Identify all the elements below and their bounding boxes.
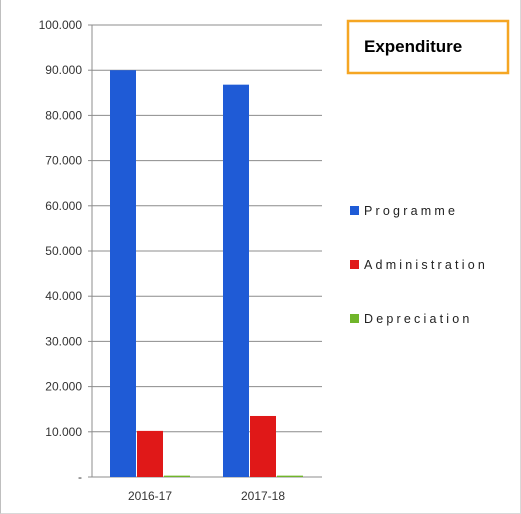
legend: Programme Administration Depreciation — [350, 204, 488, 326]
legend-swatch-depreciation — [350, 314, 359, 323]
chart-title-box: Expenditure — [346, 19, 510, 75]
x-tick-label-2016-17: 2016-17 — [128, 489, 172, 503]
legend-swatch-administration — [350, 260, 359, 269]
y-tick-label: 100.000 — [39, 18, 83, 32]
y-tick-label: 10.000 — [45, 425, 82, 439]
y-tick-label: 60.000 — [45, 199, 82, 213]
legend-label-administration: Administration — [364, 258, 488, 272]
x-tick-label-2017-18: 2017-18 — [241, 489, 285, 503]
y-tick-label: 90.000 — [45, 63, 82, 77]
y-tick-label: 50.000 — [45, 244, 82, 258]
bar-programme-2017-18 — [223, 84, 249, 477]
legend-swatch-programme — [350, 206, 359, 215]
y-tick-label: 80.000 — [45, 108, 82, 122]
bar-administration-2016-17 — [137, 430, 163, 477]
x-tick-labels: 2016-17 2017-18 — [128, 489, 285, 503]
y-tick-label: 20.000 — [45, 380, 82, 394]
bar-administration-2017-18 — [250, 415, 276, 477]
y-tick-label: - — [78, 470, 82, 484]
chart-title: Expenditure — [364, 37, 462, 56]
legend-label-programme: Programme — [364, 204, 458, 218]
y-tick-label: 70.000 — [45, 154, 82, 168]
legend-label-depreciation: Depreciation — [364, 312, 473, 326]
bar-depreciation-2017-18 — [277, 475, 303, 477]
bar-programme-2016-17 — [110, 70, 136, 477]
y-tick-label: 40.000 — [45, 289, 82, 303]
y-tick-labels: - 10.000 20.000 30.000 40.000 50.000 60.000 70.… — [39, 18, 83, 484]
title-box-border — [346, 19, 510, 75]
y-tick-label: 30.000 — [45, 334, 82, 348]
bars — [110, 70, 303, 477]
bar-depreciation-2016-17 — [164, 475, 190, 477]
